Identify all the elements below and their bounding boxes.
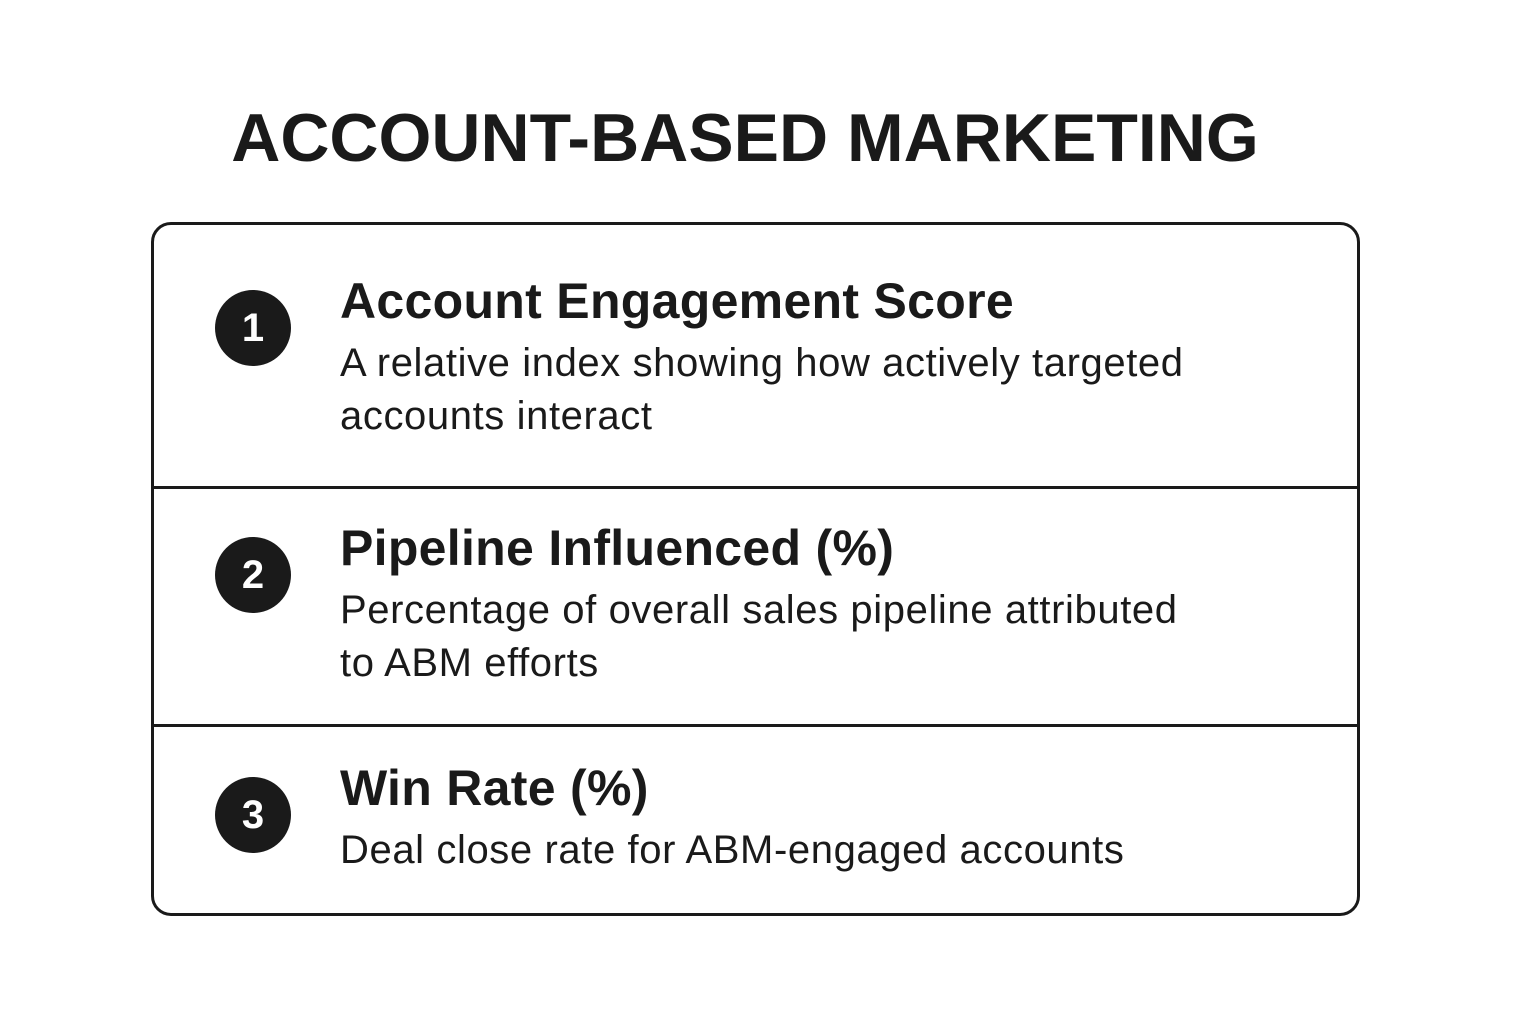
metric-description: Deal close rate for ABM-engaged accounts xyxy=(340,824,1317,877)
number-badge: 1 xyxy=(215,290,291,366)
metric-row-win-rate: 3 Win Rate (%) Deal close rate for ABM-e… xyxy=(154,727,1357,913)
metric-heading: Account Engagement Score xyxy=(340,273,1014,329)
metric-heading: Win Rate (%) xyxy=(340,760,649,816)
metric-heading: Pipeline Influenced (%) xyxy=(340,520,895,576)
metric-row-account-engagement-score: 1 Account Engagement Score A relative in… xyxy=(154,225,1357,489)
metric-description-line: A relative index showing how actively ta… xyxy=(340,341,1184,385)
number-badge: 2 xyxy=(215,537,291,613)
metric-text: Win Rate (%) Deal close rate for ABM-eng… xyxy=(340,758,1317,877)
page-title: ACCOUNT-BASED MARKETING xyxy=(231,100,1259,176)
metric-description-line: to ABM efforts xyxy=(340,641,599,685)
metric-text: Account Engagement Score A relative inde… xyxy=(340,271,1317,443)
metric-row-pipeline-influenced: 2 Pipeline Influenced (%) Percentage of … xyxy=(154,489,1357,727)
number-badge: 3 xyxy=(215,777,291,853)
metric-description: A relative index showing how actively ta… xyxy=(340,337,1317,443)
metric-text: Pipeline Influenced (%) Percentage of ov… xyxy=(340,518,1317,690)
metrics-card: 1 Account Engagement Score A relative in… xyxy=(151,222,1360,916)
metric-description-line: accounts interact xyxy=(340,394,653,438)
metric-description-line: Percentage of overall sales pipeline att… xyxy=(340,588,1178,632)
metric-description: Percentage of overall sales pipeline att… xyxy=(340,584,1317,690)
metric-description-line: Deal close rate for ABM-engaged accounts xyxy=(340,828,1125,872)
